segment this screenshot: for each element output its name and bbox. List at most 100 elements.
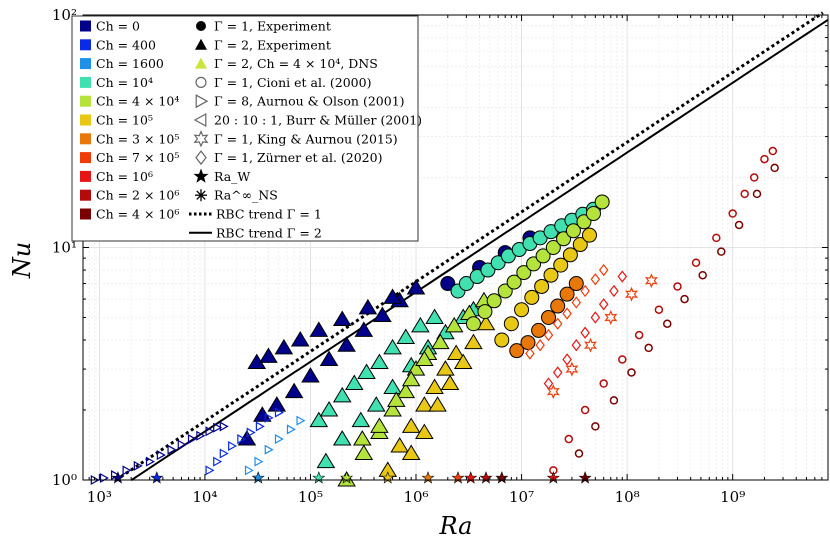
data-point: [446, 344, 466, 361]
data-point: [580, 405, 590, 415]
data-point: [444, 316, 464, 333]
data-point: [546, 384, 560, 400]
data-point: [237, 434, 247, 445]
x-tick-label: 10⁵: [298, 488, 323, 506]
data-point: [752, 189, 762, 199]
data-point: [644, 343, 653, 353]
data-point: [219, 421, 229, 432]
rbc-trend-lines: [120, 11, 829, 482]
data-point: [691, 258, 701, 267]
data-point: [552, 317, 563, 330]
series-18: [546, 273, 658, 400]
series-20: [574, 163, 779, 458]
data-point: [535, 339, 545, 352]
data-point: [187, 434, 197, 445]
data-point: [644, 273, 658, 289]
data-point: [514, 302, 530, 318]
x-tick-label: 10⁶: [403, 488, 428, 506]
legend-symbol: [196, 21, 206, 31]
series-11: [494, 227, 597, 348]
data-point: [246, 427, 256, 438]
legend-color-label: Ch = 10⁵: [96, 113, 153, 128]
legend-symbol: [195, 57, 207, 69]
data-point: [358, 298, 378, 315]
data-point: [319, 350, 339, 366]
data-point: [580, 284, 590, 298]
data-point: [167, 444, 177, 455]
data-point: [599, 379, 608, 388]
legend-color-swatch: [80, 170, 91, 182]
x-tick-label: 10⁴: [192, 488, 217, 506]
data-point: [309, 321, 329, 337]
data-point: [506, 274, 522, 290]
data-point: [565, 223, 581, 239]
data-point: [509, 343, 525, 359]
data-point: [319, 401, 339, 417]
legend-symbol-label: Ra_W: [214, 169, 250, 184]
data-point: [254, 456, 264, 467]
axes: 10³ 10⁴ 10⁵ 10⁶ 10⁷ 10⁸ 10⁹ 10⁰ 10¹ 10²: [52, 6, 829, 506]
legend-symbol: [195, 94, 209, 109]
legend-symbol: [195, 38, 207, 50]
data-point: [571, 296, 582, 309]
data-point: [332, 310, 352, 327]
legend-color-swatch: [80, 58, 91, 70]
data-point: [264, 412, 274, 423]
data-point: [264, 444, 274, 455]
series-10: [465, 194, 610, 332]
data-point: [562, 307, 572, 320]
data-point: [598, 263, 609, 277]
data-point: [565, 361, 579, 377]
data-point: [309, 411, 329, 428]
data-point: [497, 283, 513, 299]
data-point: [526, 256, 542, 272]
legend-symbol-label: 20 : 10 : 1, Burr & Müller (2001): [214, 113, 422, 128]
data-point: [654, 305, 664, 314]
legend-box: [71, 15, 419, 242]
legend-symbol-label: RBC trend Γ = 2: [216, 225, 322, 240]
data-point: [550, 298, 566, 314]
data-point: [559, 286, 575, 302]
legend-color-label: Ch = 4 × 10⁴: [96, 94, 179, 109]
legend-symbol-label: RBC trend Γ = 1: [216, 207, 322, 222]
data-point: [386, 391, 406, 407]
data-point: [494, 332, 510, 348]
legend-symbol-label: Γ = 1, Cioni et al. (2000): [214, 75, 371, 90]
data-point: [634, 330, 644, 340]
legend-symbol-label: Γ = 2, Experiment: [214, 37, 331, 52]
data-point: [680, 294, 689, 304]
data-point: [486, 293, 502, 309]
data-point: [267, 396, 287, 412]
data-point: [259, 347, 278, 363]
legend-color-label: Ch = 400: [96, 37, 156, 52]
data-point: [244, 465, 254, 476]
data-point: [332, 386, 352, 403]
data-point: [728, 209, 737, 218]
series-15: [244, 415, 306, 476]
data-point: [673, 282, 682, 291]
x-tick-label: 10⁷: [509, 488, 534, 506]
legend: Ch = 0 Ch = 400 Ch = 1600 Ch = 10⁴ Ch = 4 × …: [71, 15, 422, 242]
y-tick-label: 10¹: [52, 239, 77, 257]
legend-color-swatch: [80, 39, 91, 51]
data-point: [770, 163, 779, 173]
series-7: [401, 314, 496, 461]
data-point: [290, 331, 310, 347]
data-point: [480, 262, 496, 278]
data-point: [572, 237, 588, 253]
data-point: [122, 465, 132, 476]
data-point: [545, 240, 561, 255]
data-point: [604, 310, 618, 325]
ra-w-point: [251, 471, 265, 484]
data-point: [576, 214, 592, 230]
data-point: [590, 311, 601, 324]
data-point: [354, 444, 374, 461]
data-point: [574, 449, 584, 458]
data-point: [571, 339, 582, 352]
legend-color-label: Ch = 10⁶: [96, 169, 153, 184]
legend-symbol: [193, 130, 209, 148]
legend-symbol: [193, 168, 209, 183]
data-point: [552, 366, 563, 379]
data-point: [99, 472, 109, 484]
data-point: [316, 452, 336, 469]
